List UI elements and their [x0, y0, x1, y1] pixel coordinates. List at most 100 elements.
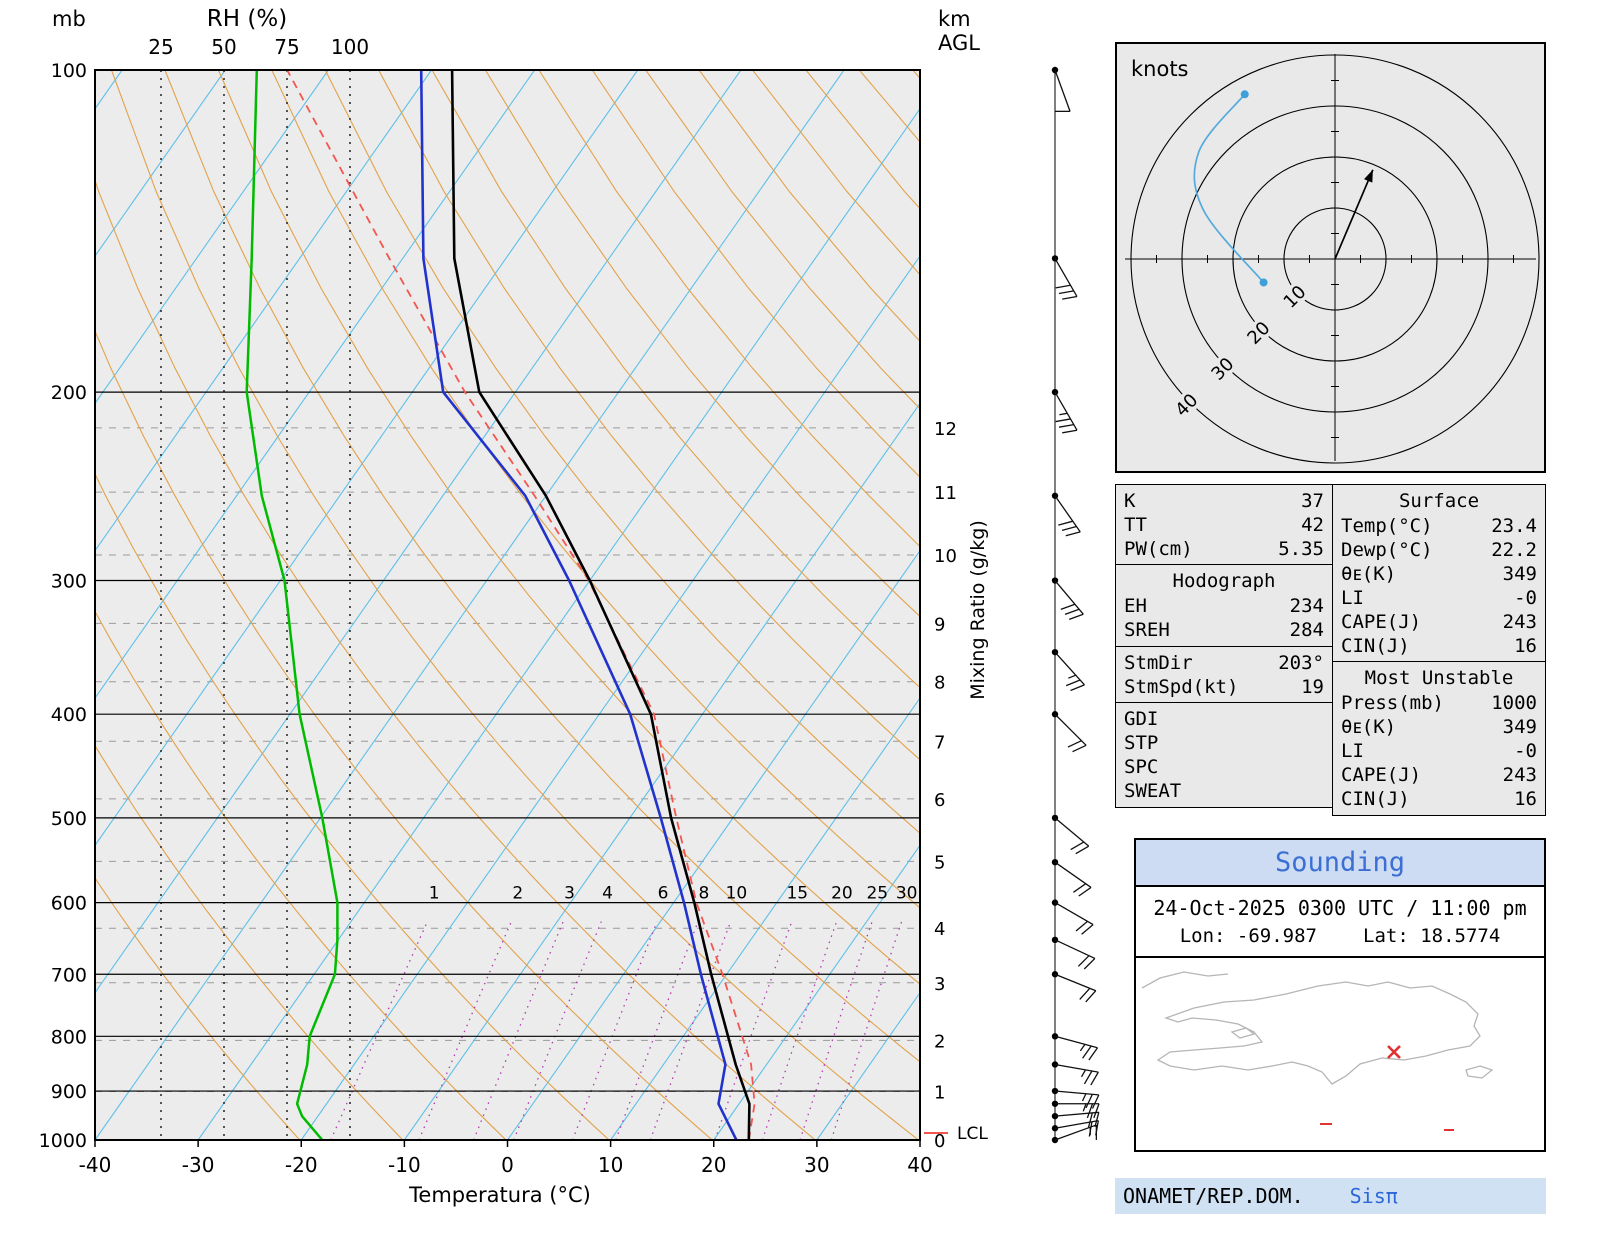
stat-row-cinj: CIN(J) 16 [1341, 634, 1537, 658]
hodograph-ring [1232, 156, 1438, 362]
stat-label: Press(mb) [1341, 692, 1444, 714]
stat-label: SREH [1124, 619, 1170, 641]
stat-row-pwcm: PW(cm) 5.35 [1124, 537, 1324, 561]
stats-box: StmDir 203° StmSpd(kt) 19 [1115, 645, 1333, 704]
stat-value: 5.35 [1278, 537, 1324, 560]
map-red-ticks [1320, 1123, 1454, 1131]
hodograph-ring-label: 20 [1243, 318, 1274, 349]
pressure-tick-label: 700 [51, 964, 87, 986]
footer: ONAMET/REP.DOM. Sisπ [1115, 1178, 1546, 1214]
height-tick-label: 2 [934, 1031, 945, 1052]
indices-left-column: K 37 TT 42 PW(cm) 5.35 Hodograph EH 234 SREH 284 St… [1115, 483, 1333, 808]
stat-value: 349 [1502, 716, 1537, 738]
sounding-title: Sounding [1136, 840, 1544, 887]
height-tick-label: 5 [934, 852, 945, 873]
stat-row-cinj: CIN(J) 16 [1341, 787, 1537, 811]
stat-label: STP [1124, 732, 1159, 754]
stat-row-tt: TT 42 [1124, 513, 1324, 537]
wind-station-dot [1051, 1125, 1059, 1132]
stat-row-stmspdkt: StmSpd(kt) 19 [1124, 675, 1324, 699]
stat-value: 243 [1502, 610, 1537, 633]
stat-row-k: K 37 [1124, 489, 1324, 513]
temperature-tick-label: 30 [804, 1153, 829, 1177]
stats-box-header: Hodograph [1172, 570, 1276, 592]
pressure-tick-label: 800 [51, 1026, 87, 1048]
stat-label: EH [1124, 595, 1147, 617]
pressure-tick-label: 900 [51, 1081, 87, 1103]
mixing-ratio-lines [330, 921, 903, 1140]
stat-label: Dewp(°C) [1341, 538, 1433, 561]
pressure-gridlines [95, 391, 920, 1092]
stat-label: θᴇ(K) [1341, 562, 1397, 585]
stat-row-li: LI -0 [1341, 586, 1537, 610]
stat-row-capej: CAPE(J) 243 [1341, 610, 1537, 634]
mixing-ratio-label: 1 [429, 883, 440, 903]
sounding-panel: Sounding 24-Oct-2025 0300 UTC / 11:00 pm… [1134, 838, 1546, 1152]
wind-station-dot [1051, 388, 1059, 396]
temperature-tick-label: 0 [501, 1153, 514, 1177]
cuba-coast-fragment [1141, 971, 1229, 989]
hodograph-panel: 10 20 30 40 knots [1115, 42, 1546, 473]
stats-box: Hodograph EH 234 SREH 284 [1115, 564, 1333, 647]
stat-label: StmSpd(kt) [1124, 675, 1239, 698]
rh-tick-label: 75 [274, 35, 299, 59]
pressure-tick-label: 600 [51, 893, 87, 915]
wind-barb [1054, 973, 1097, 1003]
height-tick-label: 11 [934, 483, 957, 504]
stat-label: SWEAT [1124, 780, 1182, 802]
height-tick-label: 4 [934, 919, 945, 940]
wind-barb [1054, 861, 1092, 897]
lcl-label: LCL [957, 1124, 988, 1144]
wind-barb [1054, 651, 1085, 692]
footer-system-logo: Sisπ [1349, 1184, 1398, 1208]
sounding-coordinates: Lon: -69.987 Lat: 18.5774 [1136, 920, 1544, 958]
stats-box: K 37 TT 42 PW(cm) 5.35 [1115, 483, 1333, 566]
stat-value: 16 [1514, 634, 1537, 657]
wind-barb [1054, 713, 1087, 753]
rh-tick-label: 100 [331, 35, 369, 59]
puerto-rico-fragment [1465, 1065, 1494, 1079]
stats-box-header: Most Unstable [1364, 667, 1514, 689]
pressure-tick-label: 400 [51, 704, 87, 726]
hodograph-ring-label: 40 [1171, 390, 1202, 421]
rh-axis-title: RH (%) [207, 6, 287, 32]
stats-box-header: Surface [1398, 489, 1480, 512]
dewpoint-curve [419, 70, 738, 1140]
sounding-latitude: Lat: 18.5774 [1363, 925, 1501, 947]
mixing-ratio-axis-title: Mixing Ratio (g/kg) [967, 520, 989, 700]
stat-value: 23.4 [1491, 514, 1537, 537]
mixing-ratio-label: 8 [698, 883, 709, 903]
stat-row-tempc: Temp(°C) 23.4 [1341, 514, 1537, 538]
stat-value: 42 [1301, 513, 1324, 536]
pressure-unit-label: mb [52, 7, 86, 31]
rh-curve [245, 70, 339, 1140]
storm-motion-arrow [1334, 169, 1374, 260]
hodograph-ring [1181, 105, 1489, 413]
stat-label: LI [1341, 586, 1364, 609]
hodograph-ring [1130, 54, 1540, 464]
temperature-tick-label: -20 [285, 1153, 318, 1177]
pressure-tick-label: 300 [51, 571, 87, 593]
temperature-tick-label: -30 [182, 1153, 215, 1177]
height-tick-label: 9 [934, 614, 945, 635]
sounding-longitude: Lon: -69.987 [1179, 925, 1317, 947]
hodograph-trace-end-dot [1240, 90, 1249, 99]
mixing-ratio-label: 20 [831, 883, 853, 903]
mixing-ratio-label: 4 [602, 883, 613, 903]
isotherm-lines [95, 70, 920, 1140]
stat-value: 22.2 [1491, 538, 1537, 561]
wind-barb [1054, 69, 1071, 112]
wind-barb [1054, 939, 1096, 970]
rh-tick-labels: 25 50 75 100 [148, 35, 369, 59]
height-tick-label: 10 [934, 546, 957, 567]
temperature-tick-label: -10 [388, 1153, 421, 1177]
stat-row-k: θᴇ(K) 349 [1341, 715, 1537, 739]
stat-label: CAPE(J) [1341, 764, 1422, 786]
storm-motion-arrowhead [1364, 169, 1373, 183]
hodograph-trace-start-dot [1259, 278, 1268, 287]
stat-value: 1000 [1491, 692, 1537, 714]
pressure-tick-label: 500 [51, 808, 87, 830]
stat-row-k: θᴇ(K) 349 [1341, 562, 1537, 586]
stat-row-eh: EH 234 [1124, 594, 1324, 618]
